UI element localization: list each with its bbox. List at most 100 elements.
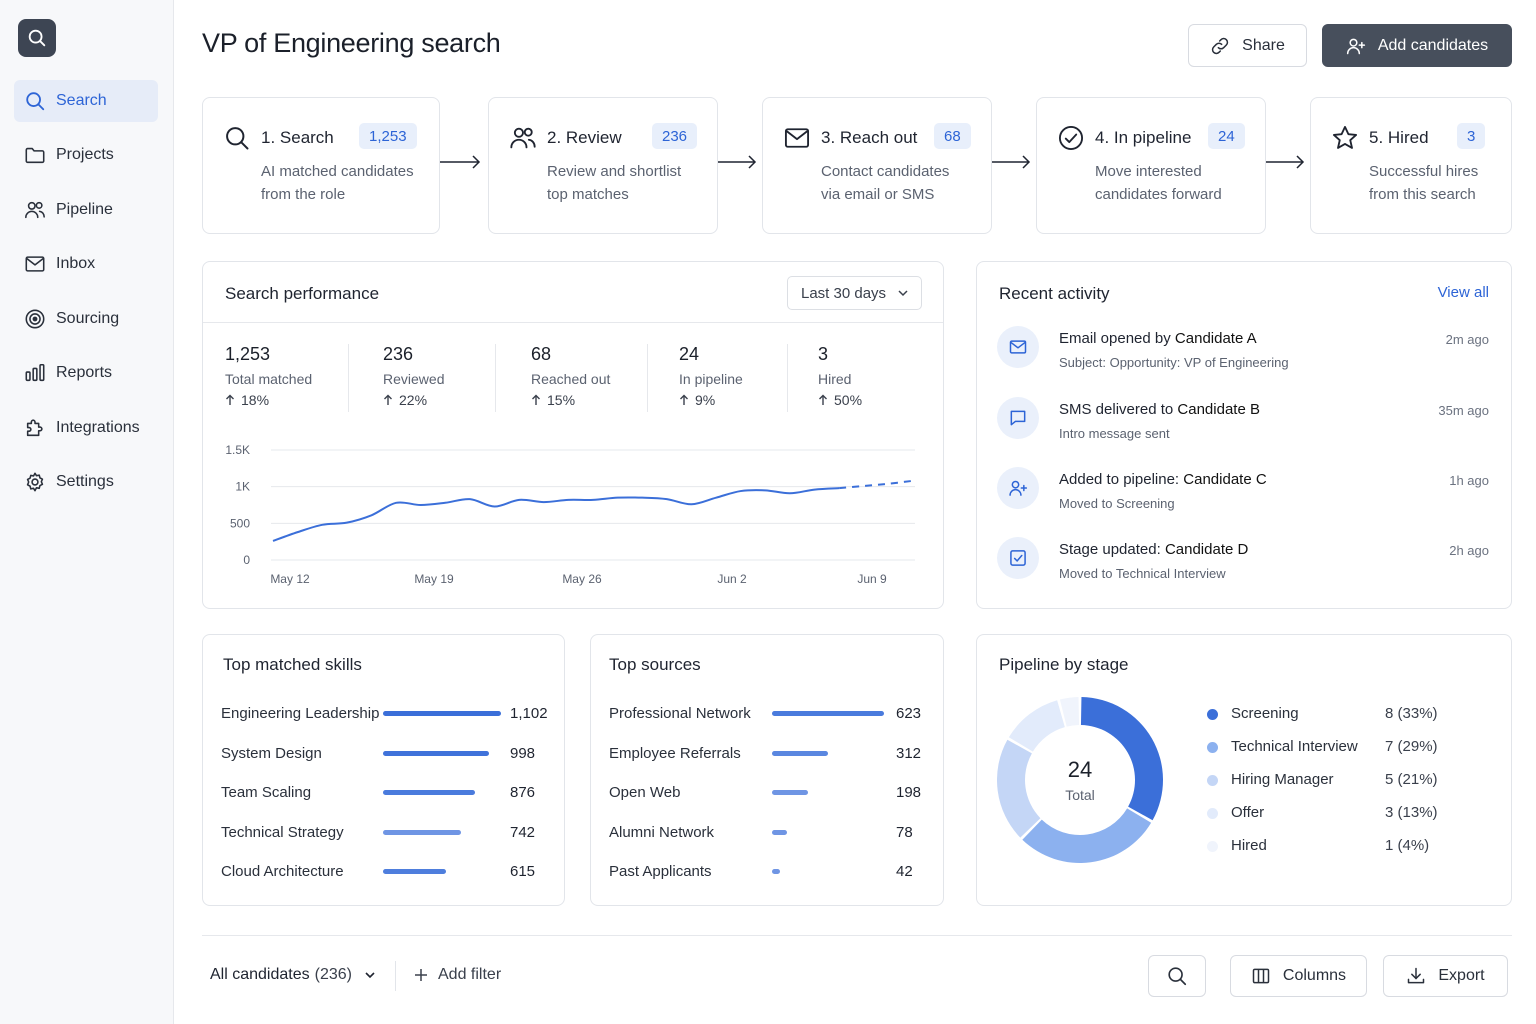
sidebar-item-sourcing[interactable]: Sourcing	[14, 298, 158, 340]
legend-value: 3 (13%)	[1385, 804, 1438, 821]
top-skills-panel: Top matched skills Engineering Leadershi…	[202, 634, 565, 906]
link-icon	[1210, 36, 1230, 56]
bar-track	[772, 790, 884, 796]
legend-value: 8 (33%)	[1385, 705, 1438, 722]
activity-time: 2h ago	[1449, 543, 1489, 558]
arrow-up-icon	[819, 394, 827, 405]
columns-button[interactable]: Columns	[1230, 955, 1367, 997]
sidebar-item-pipeline[interactable]: Pipeline	[14, 189, 158, 231]
donut-segment	[1080, 697, 1163, 821]
bar-row: Team Scaling 876	[221, 782, 551, 802]
legend-value: 1 (4%)	[1385, 837, 1430, 854]
step-card-reach-out[interactable]: 3. Reach out 68 Contact candidates via em…	[762, 97, 992, 234]
bar-fill	[772, 869, 780, 875]
sidebar-item-reports[interactable]: Reports	[14, 352, 158, 394]
panel-title: Search performance	[225, 284, 380, 303]
sidebar-item-projects[interactable]: Projects	[14, 134, 158, 176]
stat-separator	[348, 344, 349, 412]
bar-track	[383, 711, 501, 716]
stat-delta: 18%	[225, 392, 312, 408]
arrow-right-icon	[718, 155, 757, 169]
add-filter-label: Add filter	[438, 966, 502, 983]
activity-item[interactable]: Stage updated: Candidate D Moved to Tech…	[997, 537, 1489, 581]
activity-subtitle: Moved to Screening	[1059, 496, 1175, 511]
activity-title: SMS delivered to Candidate B	[1059, 401, 1260, 418]
step-card-hired[interactable]: 5. Hired 3 Successful hires from this sea…	[1310, 97, 1512, 234]
legend-dot	[1207, 775, 1218, 786]
activity-time: 35m ago	[1438, 403, 1489, 418]
chevron-down-icon	[365, 972, 375, 979]
sidebar-item-label: Pipeline	[56, 201, 113, 218]
bar-fill	[772, 711, 884, 716]
activity-subtitle: Moved to Technical Interview	[1059, 566, 1226, 581]
x-tick-label: May 19	[414, 572, 454, 586]
activity-time: 2m ago	[1445, 332, 1489, 347]
activity-item[interactable]: SMS delivered to Candidate B Intro messa…	[997, 397, 1489, 441]
step-title: 1. Search	[261, 128, 334, 147]
add-filter-button[interactable]: Add filter	[414, 966, 501, 984]
bar-fill	[772, 750, 828, 756]
bar-value: 998	[510, 744, 536, 762]
columns-icon	[1251, 966, 1271, 986]
sidebar-item-settings[interactable]: Settings	[14, 461, 158, 503]
bar-track	[383, 829, 501, 835]
panel-title: Top sources	[609, 655, 701, 674]
star-icon	[1331, 124, 1359, 152]
sidebar: Search Projects Pipeline Inbox Sourcing …	[0, 0, 174, 1024]
stat-delta: 15%	[531, 392, 610, 408]
bar-fill	[772, 790, 808, 796]
bar-value: 42	[896, 863, 913, 881]
y-tick-label: 1K	[235, 480, 250, 494]
date-range-select[interactable]: Last 30 days	[787, 276, 922, 310]
arrow-up-icon	[226, 394, 234, 405]
share-label: Share	[1242, 36, 1285, 54]
all-candidates-dropdown[interactable]: All candidates (236)	[210, 966, 376, 984]
bar-value: 1,102	[510, 705, 548, 722]
activity-item[interactable]: Email opened by Candidate A Subject: Opp…	[997, 326, 1489, 370]
legend-item: Offer 3 (13%)	[1207, 803, 1447, 823]
step-card-review[interactable]: 2. Review 236 Review and shortlist top ma…	[488, 97, 718, 234]
sidebar-item-search[interactable]: Search	[14, 80, 158, 122]
app-logo[interactable]	[18, 19, 56, 57]
bar-chart-icon	[24, 362, 46, 384]
legend-item: Hired 1 (4%)	[1207, 836, 1447, 856]
stat-in-pipeline: 24 In pipeline 9%	[679, 344, 743, 408]
legend-item: Hiring Manager 5 (21%)	[1207, 770, 1447, 790]
user-plus-icon	[1346, 36, 1366, 56]
legend-value: 7 (29%)	[1385, 738, 1438, 755]
add-candidates-button[interactable]: Add candidates	[1322, 24, 1512, 67]
date-range-value: Last 30 days	[801, 284, 887, 302]
stat-delta: 50%	[818, 392, 862, 408]
sidebar-item-integrations[interactable]: Integrations	[14, 407, 158, 449]
check-square-icon	[997, 537, 1039, 579]
stat-label: In pipeline	[679, 371, 743, 387]
step-card-in-pipeline[interactable]: 4. In pipeline 24 Move interested candida…	[1036, 97, 1266, 234]
bar-label: Technical Strategy	[221, 823, 344, 841]
bar-row: System Design 998	[221, 743, 551, 763]
puzzle-icon	[24, 417, 46, 439]
panel-title: Pipeline by stage	[999, 655, 1129, 674]
sidebar-item-label: Inbox	[56, 255, 96, 272]
share-button[interactable]: Share	[1188, 24, 1307, 67]
bar-value: 312	[896, 744, 922, 762]
bar-row: Engineering Leadership 1,102	[221, 703, 551, 723]
mail-icon	[24, 253, 46, 275]
bar-label: Open Web	[609, 784, 681, 802]
search-table-button[interactable]	[1148, 955, 1206, 997]
step-description: AI matched candidates from the role	[261, 163, 414, 203]
sidebar-item-inbox[interactable]: Inbox	[14, 243, 158, 285]
export-label: Export	[1438, 967, 1485, 984]
x-tick-label: Jun 2	[717, 572, 747, 586]
recent-activity-panel: Recent activity View all Email opened by…	[976, 261, 1512, 609]
add-candidates-label: Add candidates	[1377, 36, 1489, 54]
arrow-up-icon	[532, 394, 540, 405]
export-button[interactable]: Export	[1383, 955, 1508, 997]
activity-item[interactable]: Added to pipeline: Candidate C Moved to …	[997, 467, 1489, 511]
step-card-search[interactable]: 1. Search 1,253 AI matched candidates fro…	[202, 97, 440, 234]
view-all-link[interactable]: View all	[1437, 284, 1489, 301]
legend-dot	[1207, 709, 1218, 720]
y-tick-label: 1.5K	[225, 443, 250, 457]
legend-name: Hired	[1231, 837, 1267, 854]
bar-label: System Design	[221, 744, 322, 762]
stat-delta: 22%	[383, 392, 444, 408]
